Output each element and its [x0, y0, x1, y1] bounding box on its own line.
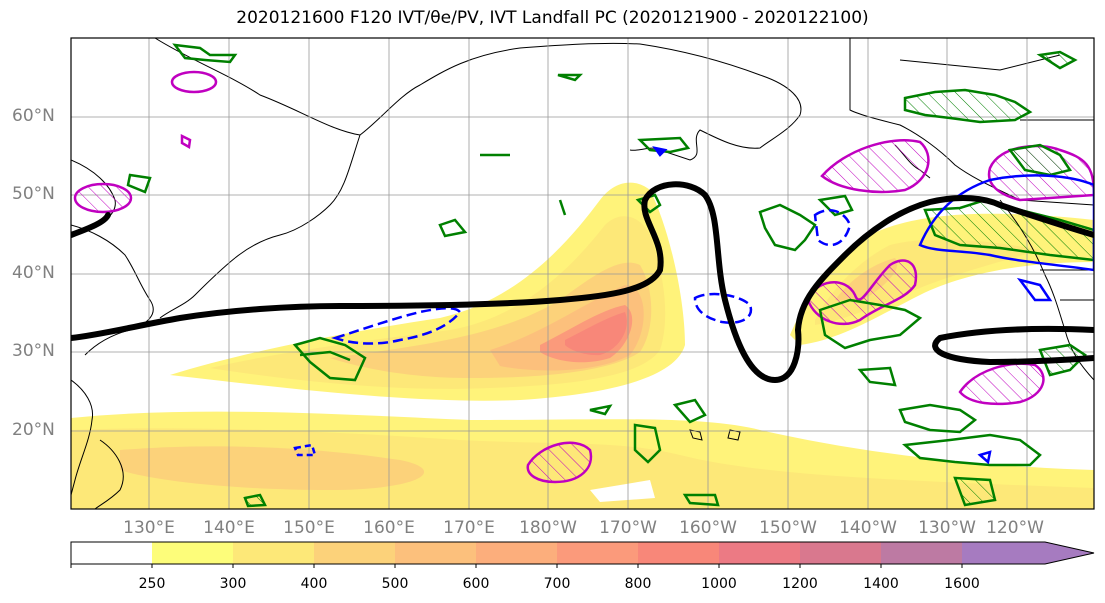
colorbar-segment — [881, 542, 962, 564]
colorbar-segment — [800, 542, 881, 564]
lat-label-30n: 30°N — [12, 341, 55, 361]
map-plot — [70, 37, 1095, 510]
lon-label-130w: 130°W — [918, 518, 976, 538]
ivt-colorbar — [70, 541, 1095, 568]
theta-e-contours — [71, 181, 1094, 384]
lat-label-60n: 60°N — [12, 106, 55, 126]
pv-positive-contours — [126, 43, 1094, 508]
colorbar-segment — [476, 542, 557, 564]
colorbar-tick-label: 1400 — [863, 576, 899, 592]
colorbar-segment — [71, 542, 152, 564]
colorbar-segment — [314, 542, 395, 564]
colorbar-tick-label: 1200 — [782, 576, 818, 592]
lat-label-50n: 50°N — [12, 184, 55, 204]
colorbar-tick-label: 600 — [462, 576, 490, 592]
lon-label-160e: 160°E — [363, 518, 415, 538]
map-title: 2020121600 F120 IVT/θe/PV, IVT Landfall … — [236, 8, 869, 28]
lon-label-170e: 170°E — [443, 518, 495, 538]
colorbar-tick-label: 800 — [624, 576, 652, 592]
graticule — [71, 38, 1094, 509]
lon-label-140w: 140°W — [839, 518, 897, 538]
colorbar-segment — [719, 542, 800, 564]
colorbar-tick-label: 700 — [543, 576, 571, 592]
colorbar-segment — [557, 542, 638, 564]
lon-label-140e: 140°E — [203, 518, 255, 538]
colorbar-tick-label: 1000 — [701, 576, 737, 592]
lat-label-20n: 20°N — [12, 420, 55, 440]
colorbar-segment — [395, 542, 476, 564]
lon-label-170w: 170°W — [599, 518, 657, 538]
colorbar-tick-label: 250 — [138, 576, 166, 592]
colorbar-segment — [638, 542, 719, 564]
lat-label-40n: 40°N — [12, 263, 55, 283]
colorbar-tick-label: 500 — [381, 576, 409, 592]
colorbar-extend-arrow — [962, 542, 1094, 564]
colorbar-tick-label: 400 — [300, 576, 328, 592]
lon-label-160w: 160°W — [679, 518, 737, 538]
colorbar-tick-label: 300 — [219, 576, 247, 592]
lon-label-120w: 120°W — [986, 518, 1044, 538]
colorbar-segment — [233, 542, 314, 564]
colorbar-outline — [70, 541, 1095, 565]
ivt-shading-river — [170, 182, 685, 401]
lon-label-150e: 150°E — [283, 518, 335, 538]
colorbar-segment — [152, 542, 233, 564]
lon-label-130e: 130°E — [123, 518, 175, 538]
colorbar-tick-label: 1600 — [944, 576, 980, 592]
lon-label-150w: 150°W — [759, 518, 817, 538]
lon-label-180w: 180°W — [519, 518, 577, 538]
